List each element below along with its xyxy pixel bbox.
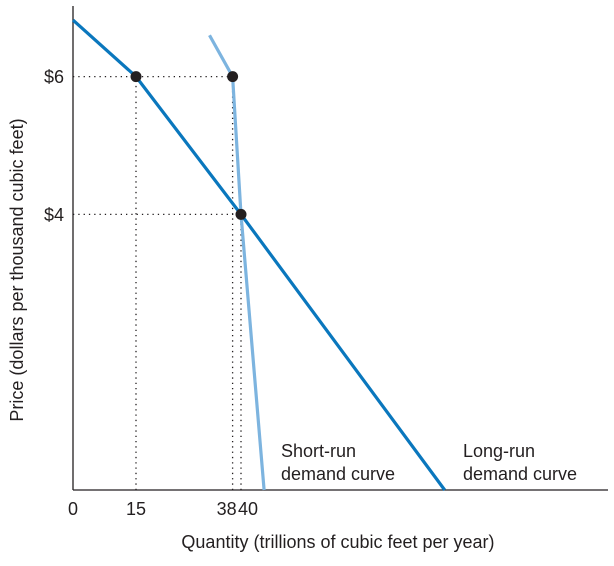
series-line-short-run: [208, 34, 266, 491]
y-axis-label: Price (dollars per thousand cubic feet): [7, 118, 27, 421]
x-tick-label-0: 0: [68, 499, 78, 519]
marked-points: [130, 71, 247, 220]
long-run-series-label: Long-run demand curve: [463, 441, 577, 484]
y-tick-label-1: $4: [44, 205, 64, 225]
tick-labels: 0 15 38 40 $6 $4: [44, 67, 258, 519]
guide-lines: [73, 75, 242, 490]
short-run-series-label: Short-run demand curve: [281, 441, 395, 484]
series-label-line: demand curve: [463, 464, 577, 484]
series-line-long-run: [71, 18, 446, 491]
x-tick-label-1: 15: [126, 499, 146, 519]
x-tick-label-3: 40: [238, 499, 258, 519]
data-point-0: [130, 71, 142, 83]
series-labels: Long-run demand curve Short-run demand curv…: [281, 441, 577, 484]
x-axis-label: Quantity (trillions of cubic feet per ye…: [181, 532, 494, 552]
series-label-line: demand curve: [281, 464, 395, 484]
axes: [72, 6, 608, 491]
series-label-line: Short-run: [281, 441, 356, 461]
data-point-1: [227, 71, 239, 83]
data-point-2: [235, 208, 247, 220]
series-label-line: Long-run: [463, 441, 535, 461]
x-tick-label-2: 38: [217, 499, 237, 519]
y-tick-label-0: $6: [44, 67, 64, 87]
series-lines: [71, 18, 446, 491]
